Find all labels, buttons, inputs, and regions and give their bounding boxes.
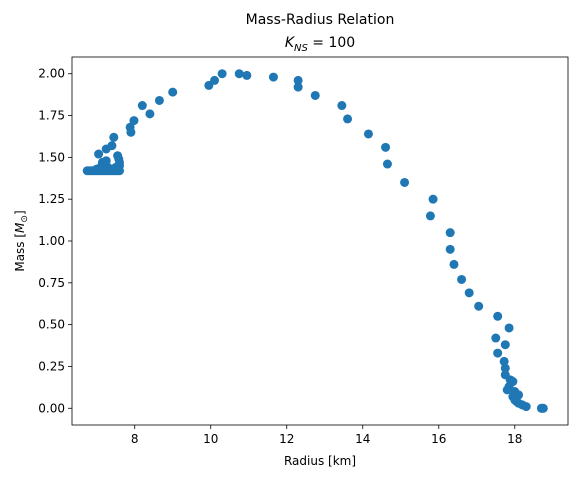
scatter-point (538, 403, 548, 413)
y-tick-label: 0.25 (38, 359, 65, 373)
scatter-point (500, 363, 510, 373)
x-tick-label: 12 (279, 432, 294, 446)
scatter-point (504, 323, 514, 333)
y-label-subscript: ⊙ (20, 215, 30, 223)
scatter-point (363, 129, 373, 139)
scatter-point (445, 244, 455, 254)
x-axis-label: Radius [km] (284, 454, 356, 468)
scatter-point (107, 141, 117, 151)
scatter-point (94, 149, 104, 159)
scatter-point (337, 101, 347, 111)
scatter-point (464, 288, 474, 298)
x-tick-label: 14 (355, 432, 370, 446)
x-tick-label: 16 (431, 432, 446, 446)
scatter-point (293, 75, 303, 85)
x-tick-label: 18 (507, 432, 522, 446)
x-axis-ticks: 8 10 12 14 16 18 (131, 425, 522, 446)
scatter-point (493, 311, 503, 321)
x-tick-label: 8 (131, 432, 139, 446)
scatter-point (310, 90, 320, 100)
scatter-point (145, 109, 155, 119)
scatter-point (474, 301, 484, 311)
y-tick-label: 2.00 (38, 67, 65, 81)
y-tick-label: 0.50 (38, 318, 65, 332)
y-label-symbol: M (13, 222, 27, 233)
y-axis-ticks: 0.00 0.25 0.50 0.75 1.00 1.25 1.50 1.75 2.00 (38, 67, 72, 415)
scatter-point (493, 348, 503, 358)
scatter-point (425, 211, 435, 221)
scatter-point (428, 194, 438, 204)
scatter-point (491, 333, 501, 343)
x-tick-label: 10 (203, 432, 218, 446)
y-tick-label: 0.75 (38, 276, 65, 290)
scatter-point (445, 228, 455, 238)
scatter-point (457, 274, 467, 284)
scatter-point (502, 385, 512, 395)
scatter-point (293, 82, 303, 92)
scatter-point (125, 122, 135, 132)
subtitle-symbol: K (285, 35, 296, 51)
chart-title: Mass-Radius Relation (246, 12, 395, 28)
y-tick-label: 1.25 (38, 192, 65, 206)
scatter-point (343, 114, 353, 124)
y-tick-label: 1.75 (38, 109, 65, 123)
scatter-point (382, 159, 392, 169)
scatter-point (129, 116, 139, 126)
scatter-point (268, 72, 278, 82)
scatter-points (82, 69, 548, 413)
scatter-point (168, 87, 178, 97)
scatter-point (101, 156, 111, 166)
scatter-point (217, 69, 227, 79)
subtitle-value: = 100 (308, 35, 355, 51)
y-tick-label: 0.00 (38, 401, 65, 415)
y-label-suffix: ] (13, 210, 27, 215)
scatter-point (109, 132, 119, 142)
chart-title-group: Mass-Radius Relation KNS = 100 (246, 12, 395, 54)
scatter-point (499, 356, 509, 366)
scatter-point (449, 259, 459, 269)
y-label-prefix: Mass [ (13, 233, 27, 272)
scatter-point (521, 402, 531, 412)
scatter-point (400, 177, 410, 187)
chart-subtitle: KNS = 100 (285, 35, 355, 54)
scatter-point (381, 142, 391, 152)
scatter-point (137, 101, 147, 111)
scatter-point (242, 70, 252, 80)
subtitle-subscript: NS (294, 43, 308, 54)
scatter-point (210, 75, 220, 85)
scatter-point (154, 95, 164, 105)
scatter-point (113, 151, 123, 161)
y-tick-label: 1.50 (38, 150, 65, 164)
y-tick-label: 1.00 (38, 234, 65, 248)
y-axis-label: Mass [M⊙] (13, 210, 30, 271)
scatter-point (234, 69, 244, 79)
scatter-point (500, 340, 510, 350)
